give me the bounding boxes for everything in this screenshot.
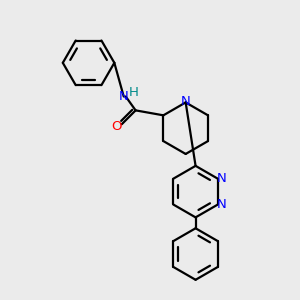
Text: N: N — [217, 198, 227, 211]
Text: N: N — [119, 90, 129, 103]
Text: H: H — [129, 86, 139, 99]
Text: N: N — [181, 95, 190, 108]
Text: O: O — [112, 120, 122, 133]
Text: N: N — [217, 172, 227, 185]
